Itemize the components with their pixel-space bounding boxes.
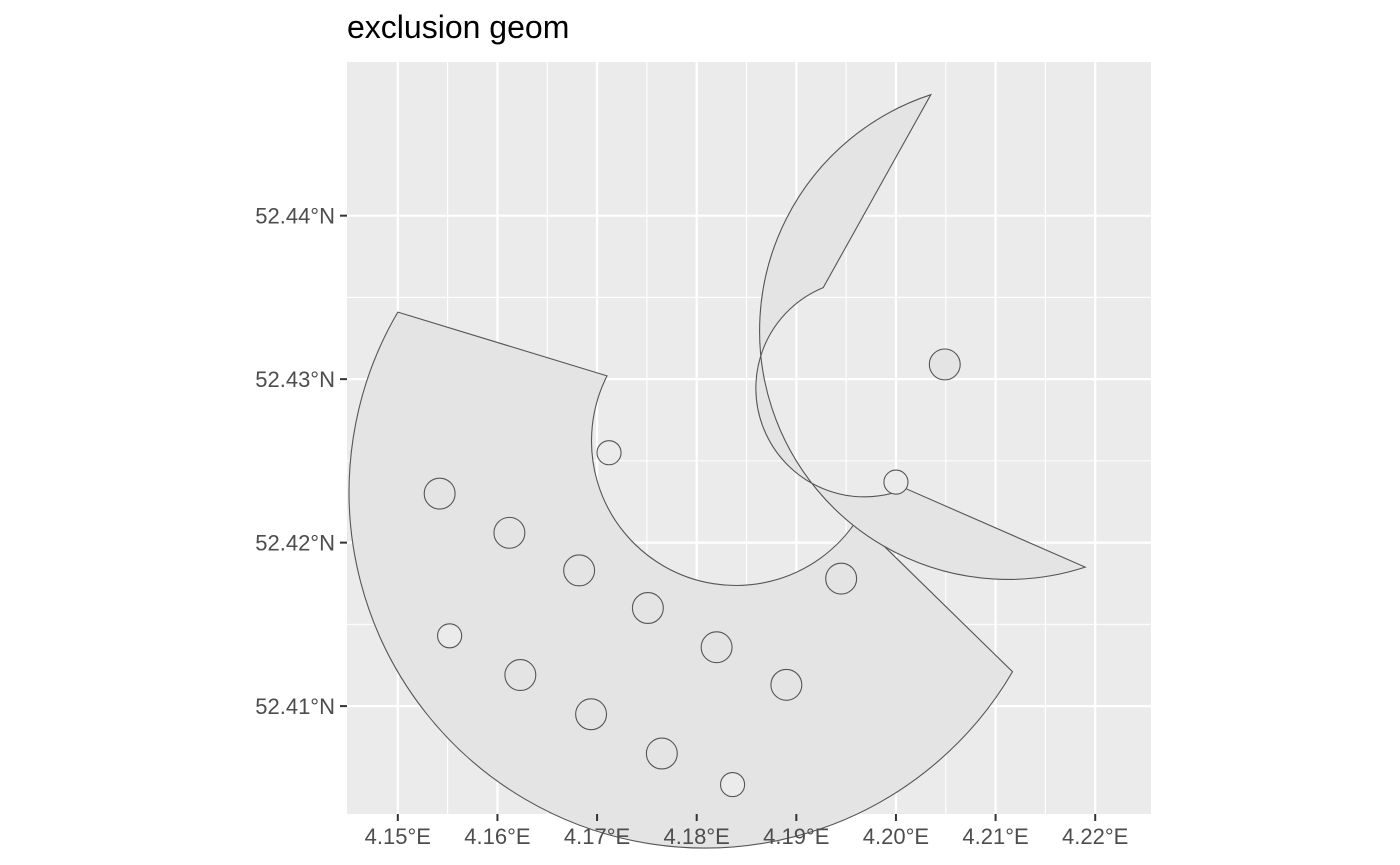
x-tick-label: 4.19°E — [763, 824, 829, 849]
sector-large — [348, 311, 1014, 849]
exclusion-circle — [631, 592, 664, 625]
sector-small — [755, 93, 1087, 580]
exclusion-circle — [575, 698, 608, 731]
exclusion-circle — [423, 477, 456, 510]
exclusion-circle — [825, 562, 858, 595]
exclusion-circle — [645, 737, 678, 770]
exclusion-circles — [423, 348, 961, 798]
chart-title: exclusion geom — [347, 9, 569, 45]
exclusion-circle — [770, 668, 803, 701]
x-tick-label: 4.15°E — [365, 824, 431, 849]
y-tick-label: 52.42°N — [255, 531, 335, 556]
edge-notch — [596, 440, 622, 466]
x-axis: 4.15°E 4.16°E 4.17°E 4.18°E 4.19°E 4.20°E 4.21… — [365, 814, 1128, 849]
exclusion-circle — [493, 516, 526, 549]
x-tick-label: 4.21°E — [962, 824, 1028, 849]
x-tick-label: 4.20°E — [863, 824, 929, 849]
y-tick-label: 52.41°N — [255, 694, 335, 719]
exclusion-circle — [504, 659, 537, 692]
exclusion-circle — [563, 554, 596, 587]
y-axis: 52.41°N 52.42°N 52.43°N 52.44°N — [255, 204, 347, 719]
x-tick-label: 4.22°E — [1062, 824, 1128, 849]
edge-notch — [437, 623, 463, 649]
y-tick-label: 52.44°N — [255, 204, 335, 229]
edge-notch — [719, 771, 746, 798]
annular-sectors — [348, 93, 1087, 849]
x-tick-label: 4.18°E — [664, 824, 730, 849]
x-tick-label: 4.17°E — [564, 824, 630, 849]
edge-notch — [883, 469, 909, 495]
y-tick-label: 52.43°N — [255, 367, 335, 392]
exclusion-circle — [928, 348, 961, 381]
exclusion-circle — [700, 631, 733, 664]
x-tick-label: 4.16°E — [464, 824, 530, 849]
